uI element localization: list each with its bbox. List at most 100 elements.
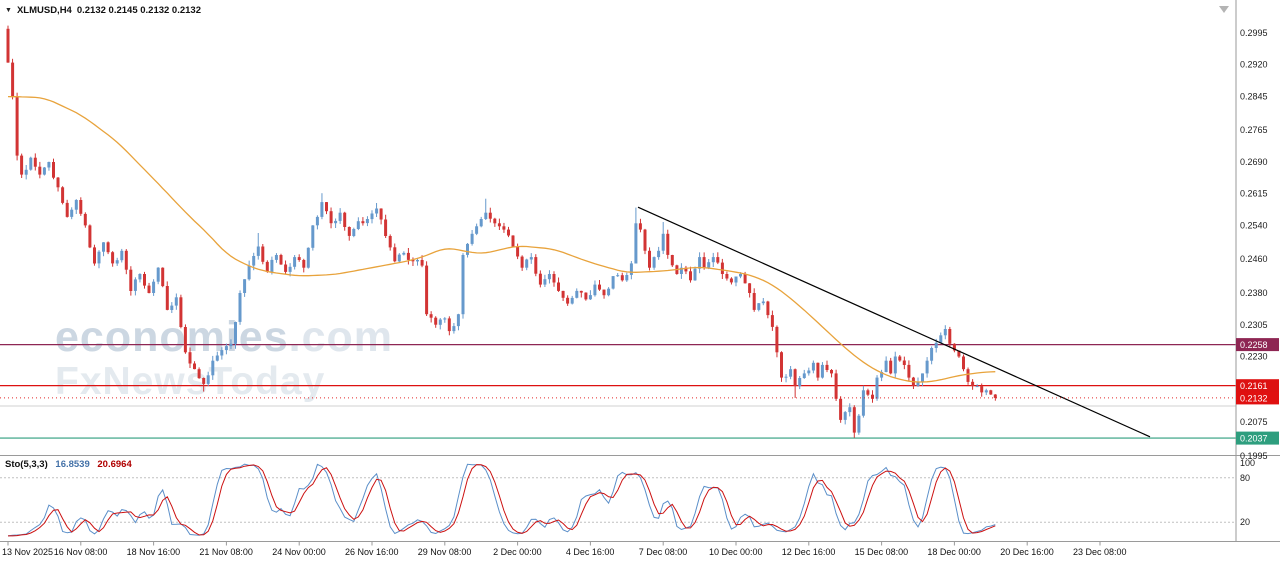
candle-body	[679, 267, 683, 274]
price-badge	[1236, 379, 1279, 393]
candle-body	[202, 378, 206, 384]
candle-body	[848, 407, 852, 413]
sto-d-line	[8, 464, 996, 537]
candle-body	[752, 293, 756, 310]
candle-body	[197, 369, 201, 379]
candle-body	[766, 301, 770, 316]
price-tick-label: 0.2995	[1240, 28, 1268, 38]
candle-body	[165, 286, 169, 310]
candle-body	[284, 264, 288, 272]
candle-body	[611, 276, 615, 289]
candle-body	[820, 364, 824, 378]
candle-body	[320, 202, 324, 217]
candle-body	[834, 373, 838, 399]
indicator-d-value: 20.6964	[97, 459, 132, 470]
one-click-trading-toggle-icon[interactable]: ▼	[5, 7, 12, 14]
descending-trendline[interactable]	[637, 206, 1151, 438]
symbol-timeframe-label: XLMUSD,H4	[16, 5, 72, 16]
candle-body	[174, 297, 178, 306]
candle-body	[97, 251, 101, 264]
candle-body	[684, 267, 688, 272]
candle-body	[993, 394, 997, 398]
chart-shift-marker-icon[interactable]	[1219, 6, 1229, 13]
price-tick-label: 0.2540	[1240, 220, 1268, 230]
candle-body	[520, 256, 524, 268]
candle-body	[488, 212, 492, 219]
candle-body	[361, 221, 365, 224]
candle-body	[620, 275, 624, 281]
candle-body	[693, 268, 697, 281]
candle-body	[830, 370, 833, 374]
candle-body	[698, 257, 702, 269]
candle-body	[889, 360, 893, 374]
candle-body	[179, 297, 183, 327]
candle-body	[607, 288, 611, 296]
candle-body	[443, 318, 447, 320]
candle-body	[543, 279, 547, 285]
candle-body	[293, 257, 297, 267]
candle-body	[379, 208, 383, 220]
candle-body	[761, 301, 765, 304]
candle-body	[616, 275, 620, 277]
candle-body	[980, 386, 984, 393]
candle-body	[657, 250, 661, 258]
candle-body	[516, 246, 520, 257]
candle-body	[725, 274, 729, 279]
price-badge	[1236, 431, 1279, 445]
indicator-name: Sto(5,3,3)	[5, 459, 48, 470]
candle-body	[816, 362, 820, 378]
price-tick-label: 0.2305	[1240, 320, 1268, 330]
time-axis-label: 21 Nov 08:00	[199, 547, 253, 557]
price-badges: 0.2258 0.2161 0.2037 0.2132	[1236, 338, 1279, 445]
candle-body	[989, 390, 993, 395]
candle-body	[406, 252, 410, 260]
candle-body	[470, 233, 474, 244]
candle-body	[152, 281, 156, 293]
time-axis-label: 18 Nov 16:00	[126, 547, 181, 557]
candle-body	[356, 221, 360, 229]
candle-body	[370, 213, 374, 220]
candle-body	[534, 257, 538, 274]
price-tick-label: 0.2845	[1240, 91, 1268, 101]
candle-body	[507, 229, 510, 236]
sto-panel	[0, 463, 1236, 537]
candle-body	[921, 373, 924, 382]
candle-body	[511, 235, 515, 247]
candle-body	[306, 247, 310, 268]
candle-body	[798, 378, 802, 387]
price-axis[interactable]: 0.2995 0.2920 0.2845 0.2765 0.2690 0.2615 0.25…	[1240, 28, 1268, 527]
candle-body	[566, 297, 570, 304]
candle-body	[943, 329, 947, 336]
candle-body	[875, 377, 879, 399]
candle-body	[252, 256, 256, 266]
candle-body	[770, 315, 774, 327]
candle-body	[365, 219, 369, 224]
candle-body	[20, 155, 24, 175]
candle-body	[871, 394, 874, 399]
candle-body	[170, 305, 174, 310]
candle-body	[638, 223, 642, 230]
candle-body	[579, 290, 583, 293]
candle-body	[966, 369, 970, 382]
moving-average-line[interactable]	[7, 95, 996, 383]
candle-body	[193, 363, 196, 370]
candle-body	[456, 314, 460, 327]
candle-body	[29, 157, 33, 170]
candle-body	[224, 346, 228, 351]
candle-body	[593, 284, 597, 296]
candle-body	[211, 360, 215, 376]
candle-body	[575, 290, 579, 298]
price-level-lines[interactable]	[0, 344, 1236, 439]
candle-body	[388, 236, 392, 248]
candle-body	[857, 415, 861, 433]
candle-body	[42, 167, 46, 175]
candle-body	[411, 259, 415, 262]
candle-body	[434, 317, 438, 325]
time-axis[interactable]: 13 Nov 2025 16 Nov 08:00 18 Nov 16:00 21 No…	[0, 547, 1280, 563]
candle-body	[734, 276, 738, 283]
candle-body	[234, 322, 237, 344]
time-ticks	[7, 542, 1101, 546]
candle-body	[884, 360, 888, 372]
